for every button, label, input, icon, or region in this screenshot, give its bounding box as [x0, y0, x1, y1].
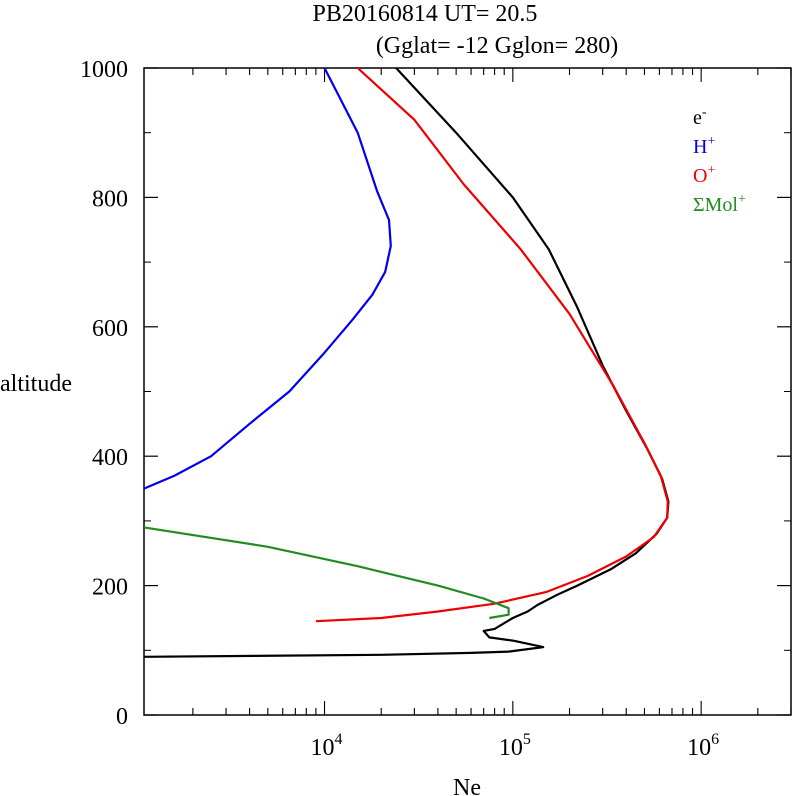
chart-subtitle: (Gglat= -12 Gglon= 280): [376, 33, 618, 59]
y-tick-label: 1000: [80, 57, 128, 83]
series-layer: [143, 67, 670, 658]
x-tick-label: 106: [687, 731, 719, 761]
legend: e- H+ O+ ΣMol+: [693, 105, 746, 216]
series-line-h-0000ee: [143, 67, 392, 490]
y-axis-label: altitude: [0, 371, 72, 397]
x-tick-label: 104: [311, 731, 343, 761]
series-line-o-ee0000: [315, 67, 669, 623]
series-line-mol-228b22: [143, 526, 510, 620]
legend-entry: e-: [693, 105, 707, 129]
y-tick-label: 400: [92, 445, 128, 471]
y-tick-label: 800: [92, 186, 128, 212]
legend-entry: ΣMol+: [693, 192, 746, 216]
series-line-e-000000: [143, 67, 670, 658]
y-axis: 0 200 400 600 800 1000: [80, 57, 791, 730]
chart-title: PB20160814 UT= 20.5: [313, 1, 538, 27]
legend-entry: H+: [693, 134, 715, 158]
x-tick-label: 105: [499, 731, 531, 761]
legend-entry: O+: [693, 163, 715, 187]
y-tick-label: 0: [116, 704, 128, 730]
x-axis-label: Ne: [453, 775, 481, 796]
y-tick-label: 600: [92, 316, 128, 342]
y-tick-label: 200: [92, 575, 128, 601]
